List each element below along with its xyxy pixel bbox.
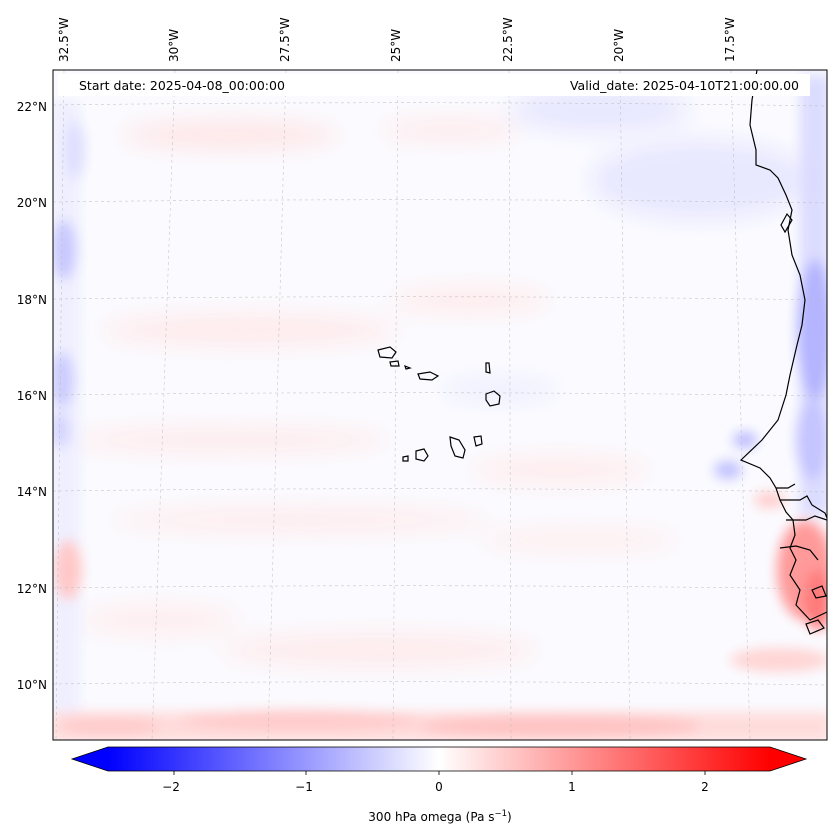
lon-label: 17.5°W [723,17,737,62]
colorbar-bar [108,747,770,771]
colorbar-tick-label: 0 [435,780,443,794]
latitude-labels: 22°N 20°N 18°N 16°N 14°N 12°N 10°N [17,100,47,692]
lon-label: 27.5°W [278,17,292,62]
lat-label: 16°N [17,389,47,403]
colorbar-tick-label: 1 [568,780,576,794]
longitude-labels: 32.5°W 30°W 27.5°W 25°W 22.5°W 20°W 17.5… [57,17,737,62]
lon-label: 20°W [612,29,626,62]
colorbar-high-extension [770,747,806,771]
lon-label: 32.5°W [57,17,71,62]
omega-field [53,70,827,740]
lat-label: 10°N [17,678,47,692]
lat-label: 12°N [17,582,47,596]
colorbar-low-extension [72,747,108,771]
lat-label: 22°N [17,100,47,114]
lon-label: 30°W [167,29,181,62]
coastline [377,70,827,635]
valid-date-title: Valid_date: 2025-04-10T21:00:00.00 [570,78,799,93]
lon-label: 25°W [389,29,403,62]
colorbar-tick-label: 2 [701,780,709,794]
lon-label: 22.5°W [501,17,515,62]
colorbar-tick-label: −2 [162,780,180,794]
lat-label: 18°N [17,293,47,307]
lat-label: 20°N [17,196,47,210]
title-box [58,74,810,96]
start-date-title: Start date: 2025-04-08_00:00:00 [79,78,285,93]
lat-label: 14°N [17,485,47,499]
gridlines [53,70,827,740]
colorbar-tick-label: −1 [295,780,313,794]
colorbar: −2 −1 0 1 2 300 hPa omega (Pa s−1) [70,746,808,824]
map-frame [52,69,828,741]
colorbar-label: 300 hPa omega (Pa s−1) [368,809,511,824]
